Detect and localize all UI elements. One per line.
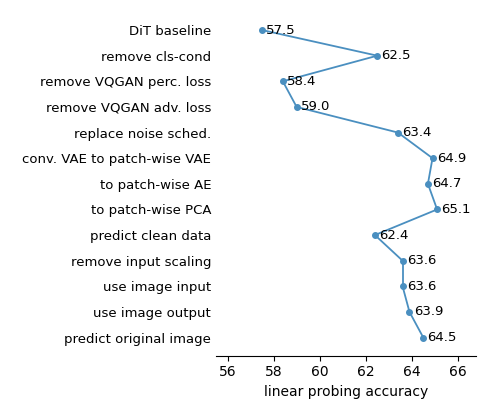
Text: 62.5: 62.5: [382, 49, 411, 62]
Text: 64.9: 64.9: [436, 152, 466, 165]
Point: [373, 53, 381, 59]
Point: [399, 283, 407, 290]
Point: [419, 335, 427, 341]
Text: 63.9: 63.9: [413, 305, 443, 318]
Point: [433, 206, 441, 213]
Point: [371, 232, 379, 238]
Point: [399, 257, 407, 264]
X-axis label: linear probing accuracy: linear probing accuracy: [264, 385, 428, 399]
Point: [429, 155, 436, 162]
Point: [406, 309, 413, 315]
Text: 57.5: 57.5: [266, 23, 296, 36]
Text: 59.0: 59.0: [301, 101, 330, 114]
Point: [279, 78, 287, 84]
Text: 65.1: 65.1: [441, 203, 471, 216]
Point: [258, 27, 266, 33]
Point: [424, 181, 432, 187]
Point: [293, 104, 300, 110]
Text: 62.4: 62.4: [379, 229, 409, 242]
Point: [394, 129, 402, 136]
Text: 64.7: 64.7: [432, 177, 462, 190]
Text: 63.6: 63.6: [407, 254, 436, 267]
Text: 58.4: 58.4: [287, 75, 316, 88]
Text: 63.6: 63.6: [407, 280, 436, 293]
Text: 63.4: 63.4: [402, 126, 432, 139]
Text: 64.5: 64.5: [428, 331, 457, 344]
